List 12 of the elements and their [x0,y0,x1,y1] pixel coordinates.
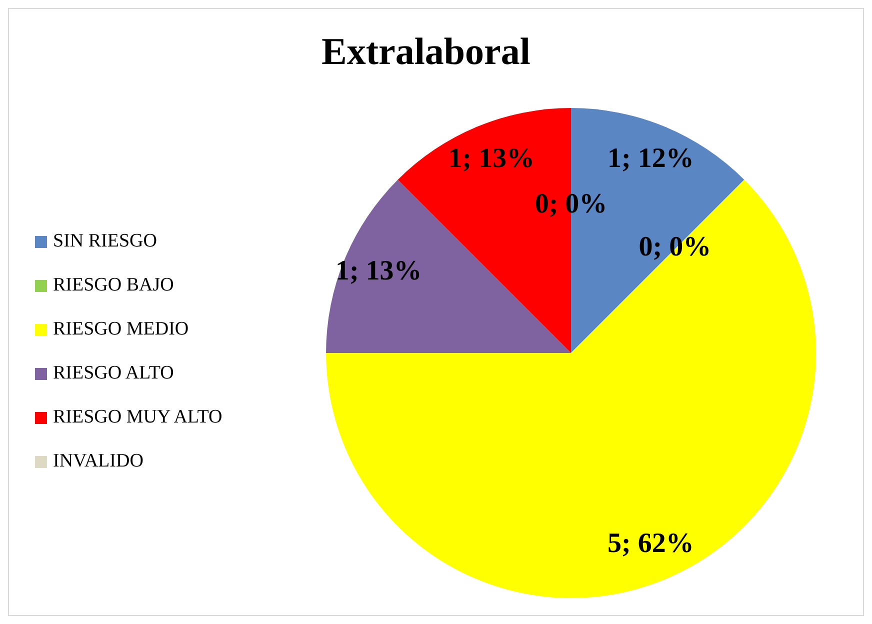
legend-label: RIESGO MEDIO [53,318,189,340]
legend-label: SIN RIESGO [53,230,157,252]
data-label: 5; 62% [608,528,694,559]
data-label: 1; 13% [448,143,534,174]
legend-label: RIESGO MUY ALTO [53,406,222,428]
legend-label: INVALIDO [53,450,144,472]
pie-slice [326,180,816,598]
data-label: 1; 12% [608,143,694,174]
legend-label: RIESGO ALTO [53,362,174,384]
text: 0; 0% [638,231,712,262]
chart-title: Extralaboral [322,31,530,73]
legend-label: RIESGO BAJO [53,274,174,296]
